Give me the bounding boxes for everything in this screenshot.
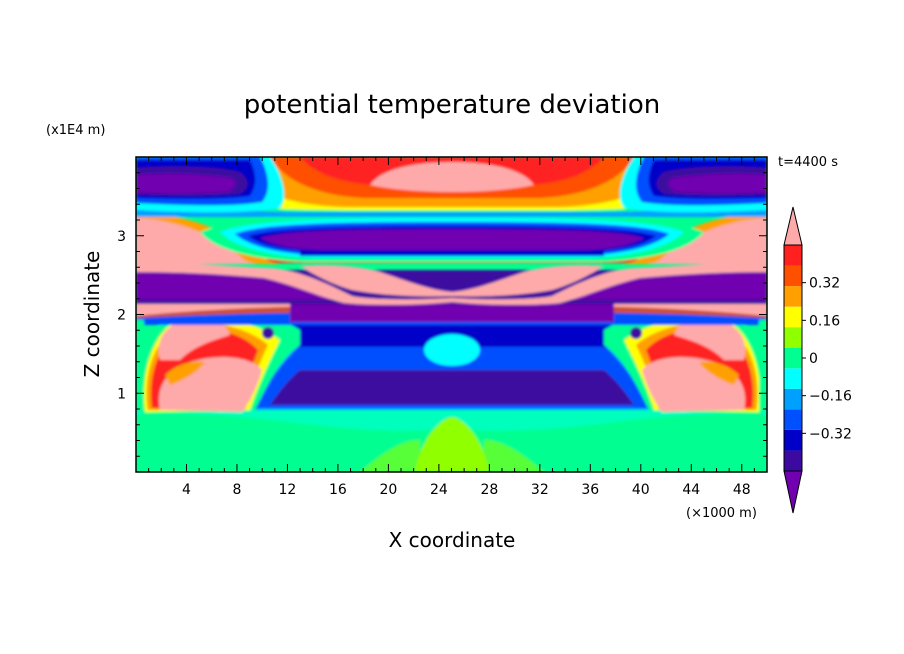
y-tick-label: 2 bbox=[117, 308, 126, 324]
x-tick-label: 44 bbox=[682, 482, 700, 498]
colorbar-min-arrow bbox=[783, 470, 803, 514]
right-upper-warm bbox=[646, 218, 767, 264]
x-tick-label: 12 bbox=[279, 482, 297, 498]
y-axis: 1 2 3 bbox=[117, 172, 767, 457]
y-unit-label: (x1E4 m) bbox=[46, 123, 105, 138]
colorbar-label: 0.16 bbox=[809, 313, 840, 329]
y-tick-label: 1 bbox=[117, 386, 126, 402]
x-tick-label: 48 bbox=[733, 482, 751, 498]
colorbar-level bbox=[784, 286, 802, 307]
x-unit-label: (×1000 m) bbox=[686, 506, 757, 521]
colorbar-label: 0.32 bbox=[809, 276, 840, 292]
colorbar-level bbox=[784, 368, 802, 389]
upper-cold-band bbox=[260, 229, 644, 250]
x-tick-label: 32 bbox=[531, 482, 549, 498]
colorbar-max-arrow bbox=[783, 206, 803, 246]
top-right-cold bbox=[668, 173, 767, 194]
colorbar-label: 0 bbox=[809, 351, 818, 367]
colorbar-level bbox=[784, 409, 802, 430]
colorbar-level bbox=[784, 306, 802, 328]
x-tick-label: 40 bbox=[632, 482, 650, 498]
top-warm-cap bbox=[370, 162, 534, 192]
x-tick-label: 24 bbox=[430, 482, 448, 498]
colorbar: 0.32 0.16 0 −0.16 −0.32 bbox=[783, 206, 852, 514]
x-tick-label: 28 bbox=[480, 482, 498, 498]
colorbar-level bbox=[784, 265, 802, 287]
chart-title: potential temperature deviation bbox=[244, 90, 660, 120]
colorbar-level bbox=[784, 245, 802, 266]
top-left-cold bbox=[136, 173, 236, 194]
colorbar-label: −0.32 bbox=[809, 426, 852, 442]
x-axis: 4 8 12 16 20 24 28 32 36 40 44 48 bbox=[148, 157, 755, 498]
left-mid-cold bbox=[136, 271, 330, 300]
colorbar-level bbox=[784, 347, 802, 369]
warm-filament bbox=[136, 262, 767, 305]
right-mid-cold bbox=[574, 271, 767, 300]
x-axis-label: X coordinate bbox=[389, 528, 516, 552]
colorbar-level bbox=[784, 327, 802, 348]
left-upper-warm bbox=[136, 218, 258, 264]
y-axis-label: Z coordinate bbox=[80, 251, 104, 378]
x-tick-label: 16 bbox=[329, 482, 347, 498]
colorbar-level bbox=[784, 429, 802, 451]
plot-area bbox=[136, 157, 767, 472]
mid-purple-core bbox=[290, 302, 614, 322]
time-label: t=4400 s bbox=[778, 155, 838, 170]
x-tick-label: 8 bbox=[232, 482, 241, 498]
colorbar-label: −0.16 bbox=[809, 389, 852, 405]
cyan-pocket bbox=[424, 334, 480, 366]
colorbar-level bbox=[784, 388, 802, 410]
x-tick-label: 4 bbox=[182, 482, 191, 498]
colorbar-level bbox=[784, 450, 802, 471]
y-tick-label: 3 bbox=[117, 229, 126, 245]
ground-plume bbox=[415, 417, 489, 472]
x-tick-label: 36 bbox=[581, 482, 599, 498]
x-tick-label: 20 bbox=[379, 482, 397, 498]
